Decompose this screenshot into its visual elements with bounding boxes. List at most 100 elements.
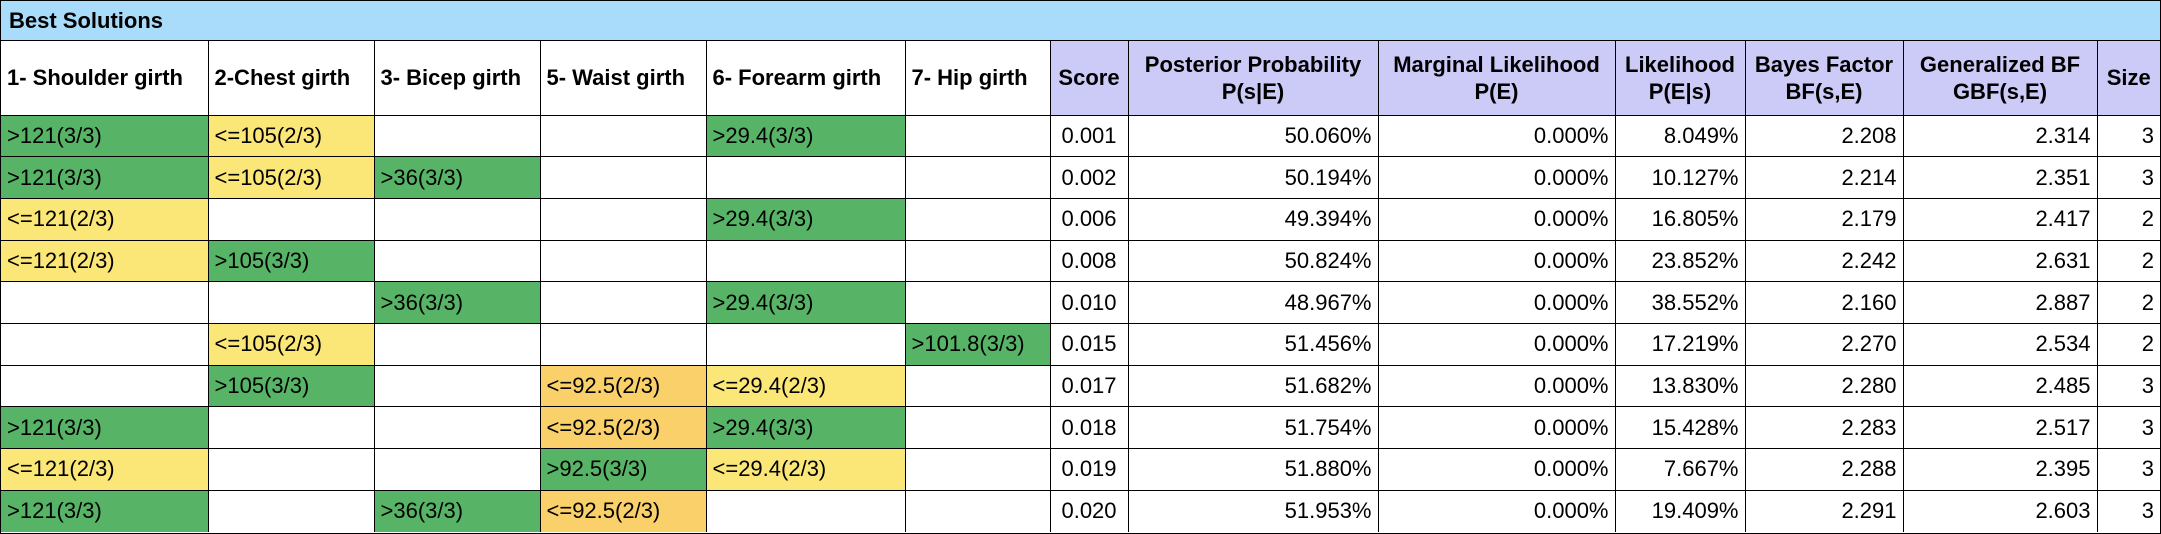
header-bayes-factor: Bayes Factor BF(s,E): [1744, 41, 1904, 116]
header-bayes-line1: Bayes Factor: [1754, 51, 1894, 77]
cell-shoulder: >121(3/3): [1, 156, 209, 199]
header-posterior-line1: Posterior Probability: [1144, 51, 1362, 77]
cell-size: 3: [2096, 364, 2160, 408]
cell-forearm: >29.4(3/3): [705, 406, 906, 449]
cell-bicep: [373, 406, 541, 449]
table-row: >121(3/3) <=105(2/3) >29.4(3/3) 0.001 50.060…: [1, 114, 2160, 158]
cell-forearm: >29.4(3/3): [705, 197, 906, 241]
cell-gbf: 2.887: [1902, 281, 2098, 324]
cell-hip: [904, 197, 1051, 241]
cell-chest: <=105(2/3): [207, 114, 375, 158]
table-row: >36(3/3) >29.4(3/3) 0.010 48.967% 0.000% 38.5…: [1, 281, 2160, 324]
cell-hip: [904, 281, 1051, 324]
table-row: >105(3/3) <=92.5(2/3) <=29.4(2/3) 0.017 51.6…: [1, 364, 2160, 408]
cell-marginal: 0.000%: [1377, 448, 1616, 491]
cell-bayes: 2.208: [1744, 114, 1904, 158]
cell-score: 0.015: [1049, 322, 1129, 366]
header-generalized-bf: Generalized BF GBF(s,E): [1902, 41, 2098, 116]
cell-shoulder: <=121(2/3): [1, 448, 209, 491]
header-forearm-girth: 6- Forearm girth: [705, 41, 906, 116]
cell-marginal: 0.000%: [1377, 281, 1616, 324]
cell-posterior: 48.967%: [1127, 281, 1379, 324]
cell-likelihood: 10.127%: [1614, 156, 1746, 199]
cell-marginal: 0.000%: [1377, 239, 1616, 283]
cell-forearm: >29.4(3/3): [705, 114, 906, 158]
cell-chest: >105(3/3): [207, 364, 375, 408]
cell-gbf: 2.485: [1902, 364, 2098, 408]
table-body: >121(3/3) <=105(2/3) >29.4(3/3) 0.001 50.060…: [1, 114, 2160, 532]
cell-score: 0.020: [1049, 489, 1129, 532]
cell-hip: [904, 239, 1051, 283]
cell-shoulder: <=121(2/3): [1, 197, 209, 241]
cell-shoulder: [1, 364, 209, 408]
table-row: <=121(2/3) >105(3/3) 0.008 50.824% 0.000% 23.…: [1, 239, 2160, 283]
header-row: 1- Shoulder girth 2-Chest girth 3- Bicep…: [1, 41, 2160, 116]
cell-bicep: [373, 322, 541, 366]
cell-bicep: >36(3/3): [373, 281, 541, 324]
cell-gbf: 2.314: [1902, 114, 2098, 158]
cell-forearm: [705, 322, 906, 366]
cell-likelihood: 38.552%: [1614, 281, 1746, 324]
cell-shoulder: >121(3/3): [1, 489, 209, 532]
cell-chest: [207, 197, 375, 241]
cell-forearm: <=29.4(2/3): [705, 448, 906, 491]
header-chest-girth: 2-Chest girth: [207, 41, 375, 116]
cell-bayes: 2.270: [1744, 322, 1904, 366]
header-posterior-line2: P(s|E): [1221, 78, 1285, 104]
cell-size: 3: [2096, 448, 2160, 491]
cell-waist: >92.5(3/3): [539, 448, 707, 491]
cell-bayes: 2.291: [1744, 489, 1904, 532]
cell-bayes: 2.214: [1744, 156, 1904, 199]
header-marginal-line1: Marginal Likelihood: [1393, 51, 1600, 77]
cell-shoulder: [1, 281, 209, 324]
cell-marginal: 0.000%: [1377, 406, 1616, 449]
header-likelihood-line2: P(E|s): [1648, 78, 1712, 104]
cell-gbf: 2.351: [1902, 156, 2098, 199]
header-gbf-line1: Generalized BF: [1919, 51, 2081, 77]
cell-hip: [904, 364, 1051, 408]
cell-score: 0.002: [1049, 156, 1129, 199]
cell-bicep: [373, 114, 541, 158]
cell-score: 0.008: [1049, 239, 1129, 283]
cell-bayes: 2.160: [1744, 281, 1904, 324]
cell-score: 0.018: [1049, 406, 1129, 449]
header-marginal-line2: P(E): [1474, 78, 1519, 104]
cell-bicep: [373, 448, 541, 491]
cell-size: 3: [2096, 114, 2160, 158]
cell-bicep: [373, 364, 541, 408]
cell-chest: [207, 448, 375, 491]
table-row: >121(3/3) <=105(2/3) >36(3/3) 0.002 50.194% 0…: [1, 156, 2160, 199]
cell-marginal: 0.000%: [1377, 197, 1616, 241]
cell-likelihood: 8.049%: [1614, 114, 1746, 158]
cell-waist: <=92.5(2/3): [539, 364, 707, 408]
cell-posterior: 51.456%: [1127, 322, 1379, 366]
cell-size: 3: [2096, 406, 2160, 449]
cell-bayes: 2.280: [1744, 364, 1904, 408]
header-marginal: Marginal Likelihood P(E): [1377, 41, 1616, 116]
cell-bicep: >36(3/3): [373, 156, 541, 199]
cell-gbf: 2.417: [1902, 197, 2098, 241]
cell-likelihood: 7.667%: [1614, 448, 1746, 491]
cell-shoulder: >121(3/3): [1, 114, 209, 158]
panel-title: Best Solutions: [1, 1, 2160, 41]
cell-size: 3: [2096, 489, 2160, 532]
cell-waist: [539, 197, 707, 241]
cell-bicep: [373, 239, 541, 283]
cell-size: 3: [2096, 156, 2160, 199]
cell-marginal: 0.000%: [1377, 114, 1616, 158]
solutions-table: 1- Shoulder girth 2-Chest girth 3- Bicep…: [1, 41, 2160, 532]
table-row: >121(3/3) >36(3/3) <=92.5(2/3) 0.020 51.953%…: [1, 489, 2160, 532]
cell-waist: [539, 114, 707, 158]
cell-score: 0.017: [1049, 364, 1129, 408]
header-hip-girth: 7- Hip girth: [904, 41, 1051, 116]
cell-chest: [207, 406, 375, 449]
cell-chest: <=105(2/3): [207, 156, 375, 199]
cell-posterior: 50.060%: [1127, 114, 1379, 158]
cell-bicep: >36(3/3): [373, 489, 541, 532]
cell-forearm: [705, 239, 906, 283]
cell-likelihood: 19.409%: [1614, 489, 1746, 532]
table-row: <=121(2/3) >29.4(3/3) 0.006 49.394% 0.000% 16…: [1, 197, 2160, 241]
cell-waist: [539, 239, 707, 283]
cell-bayes: 2.288: [1744, 448, 1904, 491]
